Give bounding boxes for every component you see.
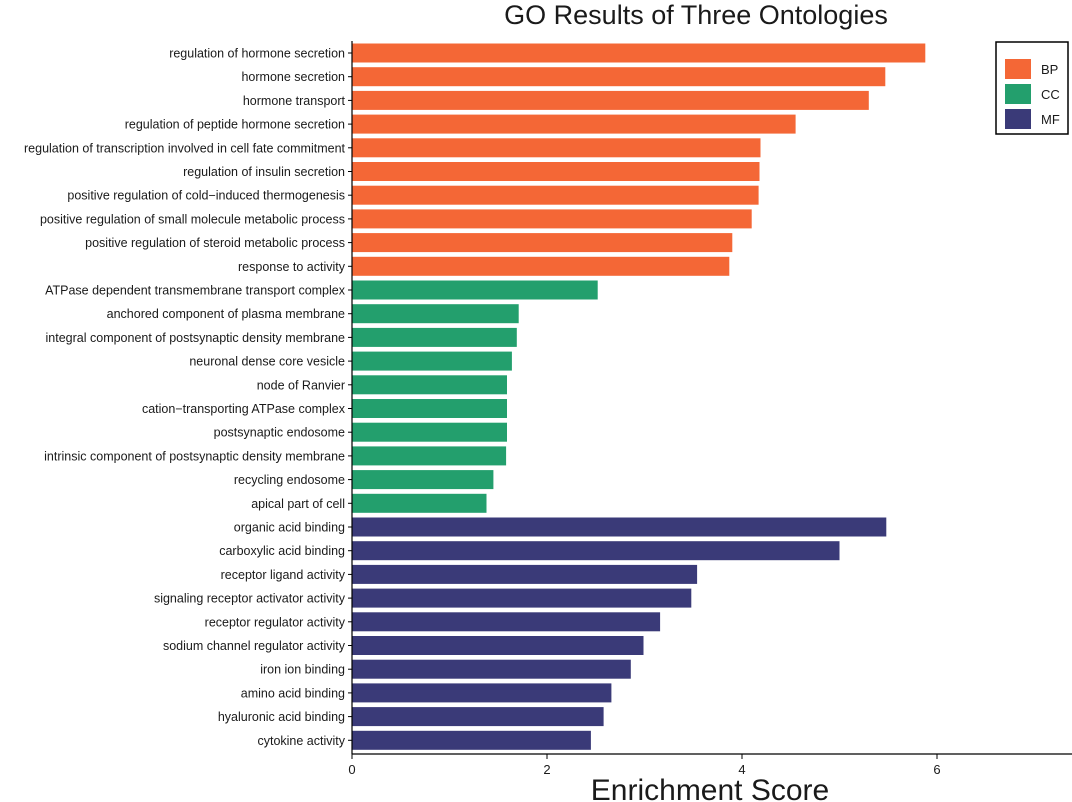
y-tick-label: apical part of cell bbox=[251, 497, 345, 511]
bar-bp-7 bbox=[352, 185, 759, 205]
x-axis-title: Enrichment Score bbox=[591, 774, 829, 802]
y-tick-label: positive regulation of cold−induced ther… bbox=[67, 189, 345, 203]
y-tick-label: receptor ligand activity bbox=[221, 568, 346, 582]
y-tick-label: neuronal dense core vesicle bbox=[189, 355, 345, 369]
y-tick-label: integral component of postsynaptic densi… bbox=[46, 331, 346, 345]
y-tick-label: recycling endosome bbox=[234, 473, 345, 487]
bars-layer bbox=[352, 43, 926, 750]
legend-swatch-bp bbox=[1005, 59, 1031, 79]
x-tick-label: 6 bbox=[933, 762, 940, 777]
x-tick-label: 2 bbox=[543, 762, 550, 777]
y-tick-label: response to activity bbox=[238, 260, 346, 274]
y-tick-label: cation−transporting ATPase complex bbox=[142, 402, 346, 416]
y-tick-label: intrinsic component of postsynaptic dens… bbox=[44, 449, 345, 463]
y-tick-label: regulation of transcription involved in … bbox=[24, 141, 346, 155]
y-tick-label: ATPase dependent transmembrane transport… bbox=[45, 284, 346, 298]
axes-layer: regulation of hormone secretion hormone s… bbox=[24, 41, 1072, 777]
bar-mf-6 bbox=[352, 636, 644, 655]
y-tick-label: regulation of insulin secretion bbox=[183, 165, 345, 179]
bar-cc-2 bbox=[352, 304, 519, 324]
bar-mf-1 bbox=[352, 517, 887, 537]
legend-label-mf: MF bbox=[1041, 112, 1060, 127]
y-tick-label: regulation of hormone secretion bbox=[169, 47, 345, 61]
y-tick-label: signaling receptor activator activity bbox=[154, 592, 346, 606]
legend-swatch-cc bbox=[1005, 84, 1031, 104]
bar-mf-4 bbox=[352, 588, 692, 608]
chart-title: GO Results of Three Ontologies bbox=[504, 0, 888, 30]
bar-cc-1 bbox=[352, 280, 598, 300]
bar-bp-6 bbox=[352, 162, 760, 181]
x-tick-label: 4 bbox=[738, 762, 745, 777]
y-tick-label: anchored component of plasma membrane bbox=[107, 307, 345, 321]
legend-label-bp: BP bbox=[1041, 62, 1058, 77]
bar-bp-10 bbox=[352, 256, 730, 276]
y-tick-label: regulation of peptide hormone secretion bbox=[125, 118, 345, 132]
bar-bp-4 bbox=[352, 114, 796, 134]
y-tick-label: sodium channel regulator activity bbox=[163, 639, 346, 653]
y-tick-label: organic acid binding bbox=[234, 521, 345, 535]
bar-cc-3 bbox=[352, 327, 517, 347]
y-tick-label: carboxylic acid binding bbox=[219, 544, 345, 558]
bar-bp-9 bbox=[352, 233, 733, 253]
legend-swatch-mf bbox=[1005, 109, 1031, 129]
bar-mf-5 bbox=[352, 612, 661, 632]
y-tick-label: iron ion binding bbox=[260, 663, 345, 677]
bar-bp-3 bbox=[352, 90, 869, 110]
y-tick-label: positive regulation of small molecule me… bbox=[40, 212, 345, 226]
bar-cc-9 bbox=[352, 470, 494, 490]
legend-label-cc: CC bbox=[1041, 87, 1060, 102]
bar-bp-1 bbox=[352, 43, 926, 63]
y-tick-label: hormone secretion bbox=[241, 70, 345, 84]
bar-mf-2 bbox=[352, 541, 840, 561]
bar-cc-7 bbox=[352, 422, 507, 442]
bar-mf-10 bbox=[352, 730, 591, 750]
bar-cc-10 bbox=[352, 493, 487, 513]
y-tick-label: amino acid binding bbox=[241, 686, 345, 700]
y-tick-label: node of Ranvier bbox=[257, 378, 345, 392]
bar-cc-5 bbox=[352, 375, 507, 395]
y-tick-label: hormone transport bbox=[243, 94, 346, 108]
bar-cc-4 bbox=[352, 351, 512, 371]
y-tick-label: postsynaptic endosome bbox=[214, 426, 345, 440]
y-tick-label: cytokine activity bbox=[257, 734, 345, 748]
bar-bp-2 bbox=[352, 67, 886, 87]
y-tick-label: receptor regulator activity bbox=[205, 615, 346, 629]
bar-mf-8 bbox=[352, 683, 612, 703]
bar-mf-3 bbox=[352, 564, 698, 584]
bar-mf-7 bbox=[352, 659, 631, 679]
bar-bp-8 bbox=[352, 209, 752, 229]
y-tick-label: positive regulation of steroid metabolic… bbox=[85, 236, 345, 250]
y-tick-label: hyaluronic acid binding bbox=[218, 710, 345, 724]
bar-mf-9 bbox=[352, 707, 604, 727]
x-tick-label: 0 bbox=[348, 762, 355, 777]
bar-bp-5 bbox=[352, 138, 761, 158]
bar-cc-6 bbox=[352, 399, 507, 418]
legend: BP CC MF bbox=[995, 41, 1069, 135]
bar-cc-8 bbox=[352, 446, 507, 466]
